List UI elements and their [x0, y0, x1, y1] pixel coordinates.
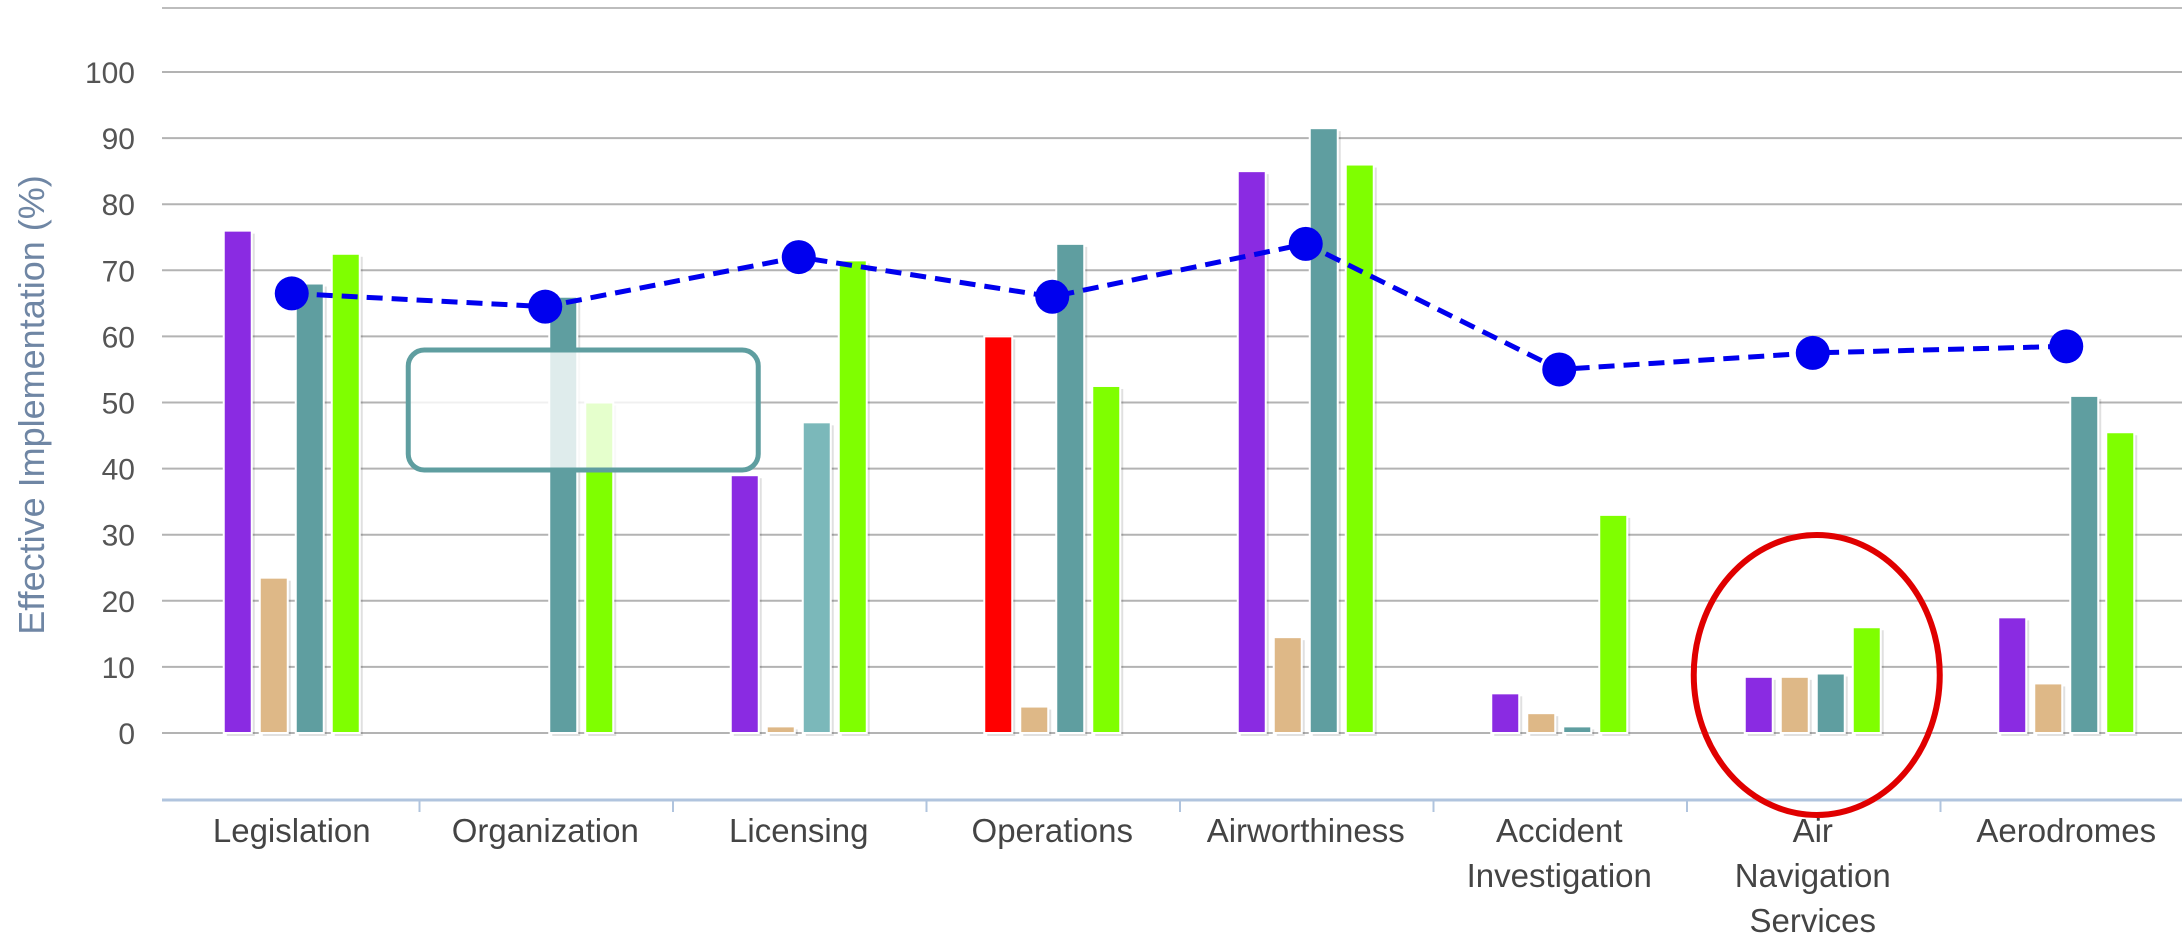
x-category-label: Airworthiness	[1207, 812, 1405, 849]
y-tick-label: 20	[102, 586, 135, 619]
y-tick-labels: 0 10 20 30 40 50 60 70 80 90 100	[85, 57, 135, 751]
bar	[2105, 431, 2136, 734]
bar	[1272, 636, 1303, 735]
bar	[801, 421, 832, 734]
line-point	[1542, 352, 1577, 387]
bar	[1091, 384, 1122, 734]
bar	[1308, 127, 1339, 734]
x-category-label: Legislation	[213, 812, 371, 849]
bar	[2069, 394, 2100, 734]
x-category-label: Operations	[972, 812, 1133, 849]
x-category-label: Licensing	[729, 812, 868, 849]
bar	[837, 259, 868, 734]
highlight-circle	[1690, 532, 1943, 818]
y-tick-label: 60	[102, 321, 135, 354]
line-point	[274, 276, 309, 311]
bar	[330, 252, 361, 734]
bar	[1851, 626, 1882, 734]
line-series	[274, 226, 2084, 387]
bar	[222, 229, 253, 734]
bar	[729, 474, 760, 734]
line-point	[1035, 279, 1070, 314]
bar	[1055, 242, 1086, 735]
x-category-label: Air Navigation Services	[1735, 812, 1891, 937]
x-category-label: Aerodromes	[1976, 812, 2156, 849]
bar	[2033, 682, 2064, 734]
bar	[1743, 675, 1774, 735]
bar	[765, 725, 796, 735]
x-category-label-line: Airworthiness	[1207, 812, 1405, 849]
bar	[1526, 712, 1557, 734]
x-category-label-line: Services	[1749, 902, 1876, 937]
tooltip-box	[405, 347, 761, 473]
x-tick-marks	[418, 800, 1942, 812]
line-point	[2049, 329, 2084, 364]
bar	[1779, 675, 1810, 735]
bar	[1815, 672, 1846, 735]
x-category-label-line: Licensing	[729, 812, 868, 849]
bar	[1490, 692, 1521, 735]
x-category-label-line: Navigation	[1735, 857, 1891, 894]
y-tick-label: 50	[102, 388, 135, 421]
y-tick-label: 10	[102, 652, 135, 685]
annotations	[405, 347, 1943, 818]
y-tick-label: 70	[102, 255, 135, 288]
bar	[1562, 725, 1593, 735]
y-tick-label: 30	[102, 520, 135, 553]
bar	[1019, 705, 1050, 734]
line-point	[1288, 226, 1323, 261]
bar	[983, 335, 1014, 734]
x-category-label-line: Aerodromes	[1976, 812, 2156, 849]
line-point	[1795, 335, 1830, 370]
x-category-label-line: Legislation	[213, 812, 371, 849]
bar	[294, 282, 325, 734]
line-point	[781, 240, 816, 275]
y-tick-label: 0	[118, 718, 135, 751]
x-category-label-line: Air	[1793, 812, 1833, 849]
bar	[1598, 513, 1629, 734]
bar	[1344, 163, 1375, 735]
bar	[1997, 616, 2028, 735]
y-axis-label: Effective Implementation (%)	[11, 175, 52, 635]
y-tick-label: 80	[102, 189, 135, 222]
x-category-label-line: Investigation	[1467, 857, 1652, 894]
x-category-label-line: Accident	[1496, 812, 1623, 849]
x-category-label-line: Operations	[972, 812, 1133, 849]
bar	[1236, 170, 1267, 734]
y-tick-label: 90	[102, 123, 135, 156]
line-point	[528, 289, 563, 324]
x-category-labels: Legislation Organization Licensing Operatio…	[213, 812, 2156, 937]
y-tick-label: 100	[85, 57, 135, 90]
y-tick-label: 40	[102, 454, 135, 487]
x-category-label-line: Organization	[452, 812, 639, 849]
x-category-label: Organization	[452, 812, 639, 849]
bar	[258, 576, 289, 734]
x-category-label: Accident Investigation	[1467, 812, 1652, 894]
